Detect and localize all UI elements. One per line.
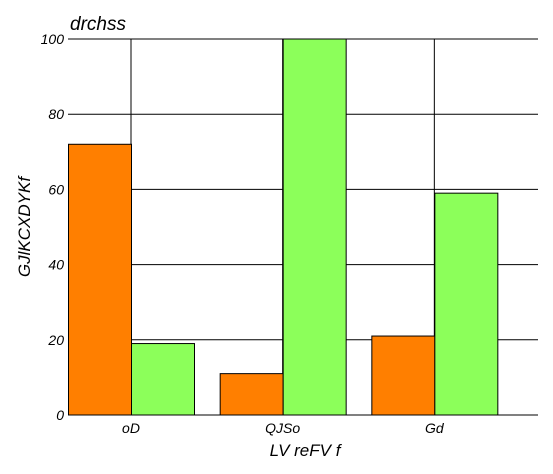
x-tick-labels: oD QJSo Gd	[122, 420, 445, 436]
y-tick-labels: 0 20 40 60 80 100	[41, 31, 65, 423]
x-tick-label: QJSo	[265, 420, 300, 436]
bar-QJSo-series-2	[282, 38, 347, 416]
x-axis-label: LV reFV f	[270, 441, 343, 460]
y-tick-label: 100	[41, 31, 65, 47]
x-tick-label: Gd	[425, 420, 445, 436]
bar-Gd-series-1	[371, 335, 436, 416]
y-tick-label: 0	[56, 407, 64, 423]
y-tick-label: 20	[47, 332, 64, 348]
bar-oD-series-2	[131, 343, 195, 416]
y-tick-label: 80	[48, 106, 64, 122]
bar-QJSo-series-1	[219, 373, 284, 416]
bar-oD-series-1	[68, 143, 132, 416]
y-tick-label: 40	[48, 257, 64, 273]
x-tick-label: oD	[122, 420, 140, 436]
y-axis-label: GJlKCXDYKf	[15, 175, 34, 277]
y-tick-label: 60	[48, 181, 64, 197]
bar-Gd-series-2	[434, 192, 499, 416]
chart-title: drchss	[70, 14, 126, 35]
bars	[68, 38, 499, 416]
